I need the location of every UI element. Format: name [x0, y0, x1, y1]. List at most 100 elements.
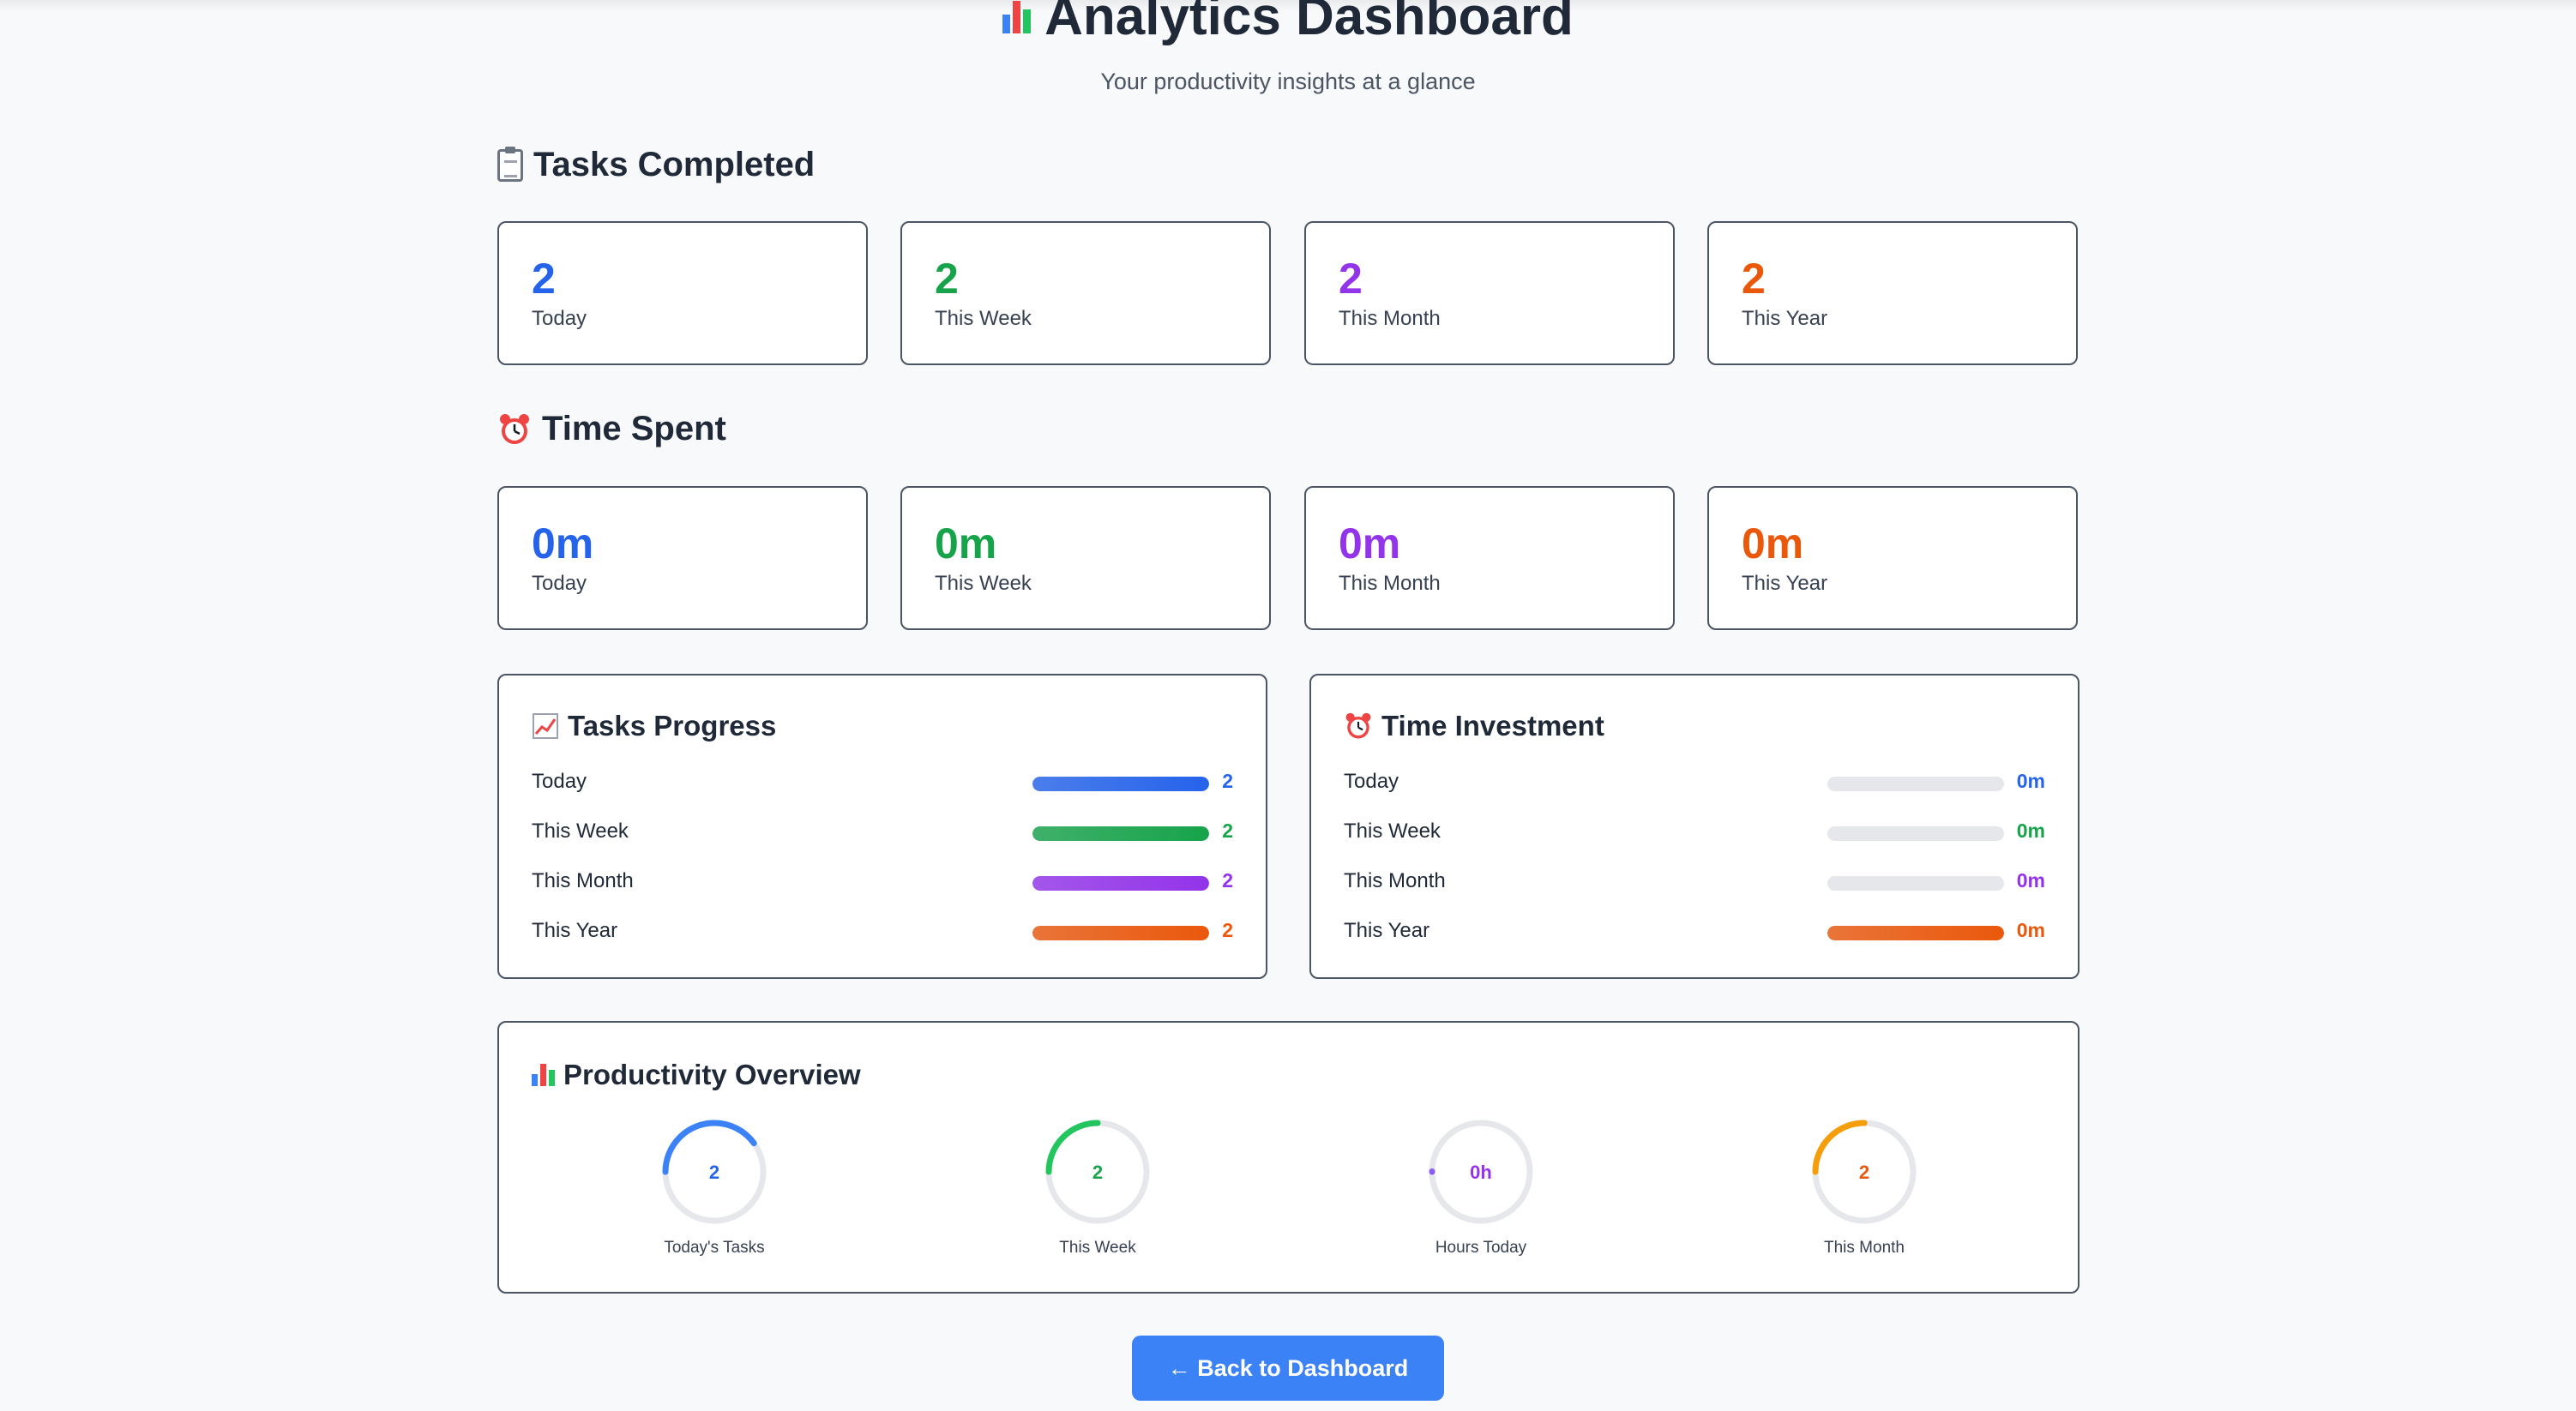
ring-arc	[1812, 1120, 1917, 1224]
investment-row: This Year 0m	[1344, 919, 2045, 945]
investment-row-label: This Month	[1344, 869, 1446, 892]
investment-row-value: 0m	[2016, 919, 2045, 941]
time-investment-title: Time Investment	[1381, 710, 1604, 742]
bar-chart-icon	[532, 1064, 555, 1086]
investment-bar	[1827, 926, 2004, 940]
progress-ring: 2	[1812, 1120, 1917, 1224]
investment-bar	[1827, 777, 2004, 791]
investment-row: Today 0m	[1344, 770, 2045, 796]
investment-row-value: 0m	[2016, 820, 2045, 842]
progress-bar-fill	[1032, 826, 1209, 841]
investment-row-label: Today	[1344, 770, 1399, 793]
progress-bar	[1032, 926, 1209, 940]
ring-hours-today: 0h Hours Today	[1395, 1119, 1567, 1258]
ring-value: 0h	[1470, 1162, 1492, 1183]
stat-value: 0m	[532, 519, 594, 567]
progress-row-label: This Week	[532, 820, 629, 843]
page-title-text: Analytics Dashboard	[1044, 0, 1574, 46]
investment-bar-fill	[1827, 926, 2004, 940]
ring-label: Hours Today	[1435, 1239, 1527, 1257]
ring-label: This Week	[1059, 1239, 1136, 1257]
ring-this-week: 2 This Week	[1012, 1119, 1183, 1258]
progress-row-value: 2	[1222, 919, 1233, 941]
progress-row-value: 2	[1222, 770, 1233, 792]
ring-arc	[1429, 1120, 1533, 1224]
progress-row: Today 2	[532, 770, 1233, 796]
clipboard-icon	[497, 146, 523, 182]
ring-label: Today's Tasks	[664, 1239, 765, 1257]
stat-label: Today	[532, 572, 587, 595]
time-month-card: 0m This Month	[1304, 486, 1675, 630]
ring-value: 2	[1092, 1162, 1103, 1183]
progress-bar	[1032, 777, 1209, 791]
investment-row: This Month 0m	[1344, 869, 2045, 895]
progress-row-value: 2	[1222, 820, 1233, 842]
tasks-completed-title: Tasks Completed	[533, 146, 816, 183]
alarm-clock-icon	[1345, 712, 1371, 739]
ring-value: 2	[709, 1162, 719, 1183]
time-investment-heading: Time Investment	[1344, 710, 1604, 742]
ring-value: 2	[1859, 1162, 1869, 1183]
productivity-overview-panel: Productivity Overview 2 Today's Tasks 2 …	[497, 1021, 2079, 1294]
stat-label: This Month	[1339, 307, 1441, 330]
ring-label: This Month	[1824, 1239, 1905, 1257]
time-spent-title: Time Spent	[542, 410, 726, 447]
stat-value: 2	[1339, 255, 1363, 303]
stat-label: This Year	[1742, 572, 1828, 595]
progress-row-value: 2	[1222, 869, 1233, 892]
productivity-overview-title: Productivity Overview	[563, 1059, 861, 1090]
stat-label: This Week	[935, 307, 1032, 330]
stat-label: This Week	[935, 572, 1032, 595]
investment-row-value: 0m	[2016, 770, 2045, 792]
productivity-overview-heading: Productivity Overview	[532, 1059, 861, 1091]
progress-row-label: This Year	[532, 919, 618, 942]
chart-increasing-icon	[533, 713, 558, 739]
investment-bar	[1827, 826, 2004, 841]
top-bar-shadow	[0, 0, 2576, 12]
stat-value: 2	[1742, 255, 1766, 303]
time-year-card: 0m This Year	[1707, 486, 2078, 630]
alarm-clock-icon	[500, 413, 529, 444]
progress-bar-fill	[1032, 926, 1209, 940]
ring-arc	[1045, 1120, 1150, 1224]
progress-bar	[1032, 826, 1209, 841]
investment-row-value: 0m	[2016, 869, 2045, 892]
page-title: Analytics Dashboard	[0, 0, 2576, 47]
tasks-progress-heading: Tasks Progress	[532, 710, 776, 742]
tasks-month-card: 2 This Month	[1304, 221, 1675, 365]
ring-arc	[662, 1120, 767, 1224]
stat-value: 2	[532, 255, 556, 303]
tasks-week-card: 2 This Week	[900, 221, 1271, 365]
stat-label: Today	[532, 307, 587, 330]
stat-label: This Year	[1742, 307, 1828, 330]
investment-row: This Week 0m	[1344, 820, 2045, 845]
time-investment-panel: Time Investment Today 0m This Week 0m Th…	[1309, 674, 2079, 979]
stat-value: 0m	[1339, 519, 1401, 567]
tasks-progress-title: Tasks Progress	[568, 710, 777, 742]
progress-bar-fill	[1032, 876, 1209, 891]
ring-this-month: 2 This Month	[1779, 1119, 1950, 1258]
progress-row-label: This Month	[532, 869, 634, 892]
tasks-year-card: 2 This Year	[1707, 221, 2078, 365]
progress-ring: 2	[662, 1120, 767, 1224]
back-to-dashboard-button[interactable]: ← Back to Dashboard	[1132, 1336, 1444, 1401]
page-subtitle: Your productivity insights at a glance	[1100, 69, 1476, 94]
investment-row-label: This Week	[1344, 820, 1441, 843]
investment-row-label: This Year	[1344, 919, 1430, 942]
progress-ring: 0h	[1429, 1120, 1533, 1224]
time-week-card: 0m This Week	[900, 486, 1271, 630]
progress-row-label: Today	[532, 770, 587, 793]
time-spent-heading: Time Spent	[497, 410, 726, 448]
investment-bar	[1827, 876, 2004, 891]
stat-value: 2	[935, 255, 959, 303]
progress-bar	[1032, 876, 1209, 891]
stat-label: This Month	[1339, 572, 1441, 595]
progress-row: This Year 2	[532, 919, 1233, 945]
stat-value: 0m	[1742, 519, 1804, 567]
tasks-completed-heading: Tasks Completed	[497, 146, 815, 184]
ring-today-tasks: 2 Today's Tasks	[629, 1119, 800, 1258]
bar-chart-icon	[1002, 0, 1032, 33]
time-today-card: 0m Today	[497, 486, 868, 630]
tasks-today-card: 2 Today	[497, 221, 868, 365]
stat-value: 0m	[935, 519, 997, 567]
